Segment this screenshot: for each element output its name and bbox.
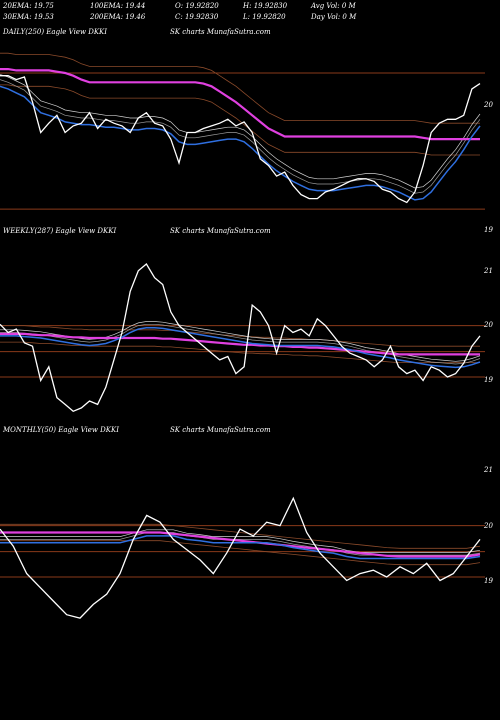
monthly-tick-label-2: 19: [484, 577, 493, 585]
day-vol-value: Day Vol: 0 M: [311, 13, 357, 21]
weekly-ema-slow-line: [0, 332, 480, 356]
weekly-tick-label-2: 19: [484, 376, 493, 384]
monthly-price-line: [0, 496, 481, 619]
daily-price-line: [0, 75, 481, 204]
daily-band-upper: [0, 52, 480, 124]
monthly-ema-fast-line: [0, 535, 481, 560]
weekly-ribbon-line-1: [0, 323, 481, 365]
daily-ema-fast-line: [0, 85, 481, 201]
high-value: H: 19.92830: [243, 2, 288, 10]
daily-ema-slow-line: [0, 68, 480, 141]
weekly-band-upper: [0, 325, 480, 347]
daily-ribbon-line-2: [0, 74, 481, 189]
monthly-tick-label-0: 21: [483, 466, 493, 474]
avg-vol-value: Avg Vol: 0 M: [311, 2, 356, 10]
monthly-ribbon-line-1: [0, 532, 481, 556]
weekly-price-line: [0, 263, 481, 413]
daily-tick-label-0: 20: [483, 101, 493, 109]
daily-band-lower: [0, 84, 480, 156]
daily-watermark: SK charts MunafaSutra.com: [170, 28, 271, 36]
close-value: C: 19.92830: [175, 13, 219, 21]
ema100-value: 100EMA: 19.44: [90, 2, 146, 10]
ema30-value: 30EMA: 19.53: [3, 13, 54, 21]
weekly-label: WEEKLY(287) Eagle View DKKI: [3, 227, 117, 235]
monthly-watermark: SK charts MunafaSutra.com: [170, 426, 271, 434]
ema20-value: 20EMA: 19.75: [3, 2, 54, 10]
weekly-watermark: SK charts MunafaSutra.com: [170, 227, 271, 235]
monthly-tick-label-1: 20: [483, 522, 493, 530]
monthly-ema-slow-line: [0, 531, 481, 558]
weekly-band-lower: [0, 341, 480, 363]
monthly-band-upper: [0, 523, 481, 549]
monthly-label: MONTHLY(50) Eagle View DKKI: [3, 426, 119, 434]
daily-tick-label-1: 19: [484, 226, 493, 234]
daily-label: DAILY(250) Eagle View DKKI: [3, 28, 108, 36]
weekly-tick-label-1: 20: [483, 321, 493, 329]
monthly-ribbon-line-2: [0, 529, 481, 553]
weekly-tick-label-0: 21: [483, 267, 493, 275]
open-value: O: 19.92820: [175, 2, 219, 10]
monthly-band-lower: [0, 540, 481, 566]
daily-ribbon-line-1: [0, 79, 481, 194]
weekly-ema-fast-line: [0, 326, 481, 369]
low-value: L: 19.92820: [243, 13, 286, 21]
ema200-value: 200EMA: 19.46: [90, 13, 146, 21]
